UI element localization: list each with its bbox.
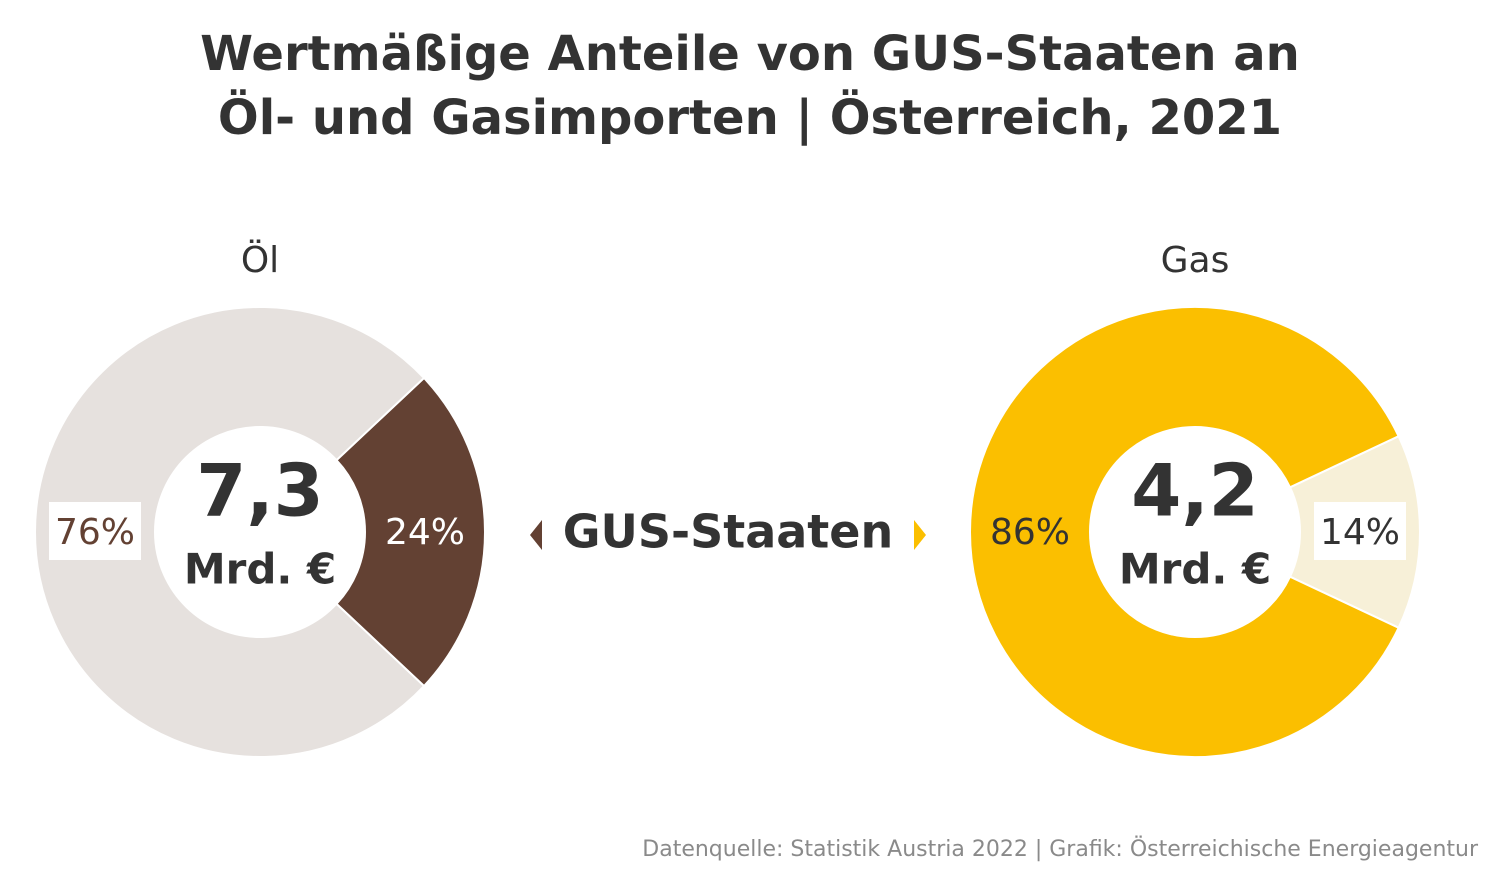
data-label: 24% — [385, 512, 465, 553]
label-box — [1314, 502, 1406, 560]
source: Datenquelle: Statistik Austria 2022 | Gr… — [642, 836, 1479, 862]
legend-label: GUS-Staaten — [563, 505, 893, 559]
donut-title: Öl — [241, 239, 279, 281]
donut-slice — [335, 376, 486, 688]
center-value: 7,3 — [196, 449, 324, 533]
legend-arrow — [914, 520, 926, 550]
center-value: 4,2 — [1131, 449, 1259, 533]
data-label: 76% — [55, 512, 135, 553]
label-box — [49, 502, 141, 560]
data-label: 14% — [1320, 512, 1400, 553]
donut-slice — [34, 306, 426, 758]
legend-arrow — [530, 520, 542, 550]
chart-title: Wertmäßige Anteile von GUS-Staaten an Öl… — [200, 26, 1300, 146]
data-label: 86% — [990, 512, 1070, 553]
center-unit: Mrd. € — [1119, 545, 1271, 594]
donut-title: Gas — [1161, 240, 1230, 281]
center-unit: Mrd. € — [184, 545, 336, 594]
donut-slice — [969, 306, 1400, 758]
